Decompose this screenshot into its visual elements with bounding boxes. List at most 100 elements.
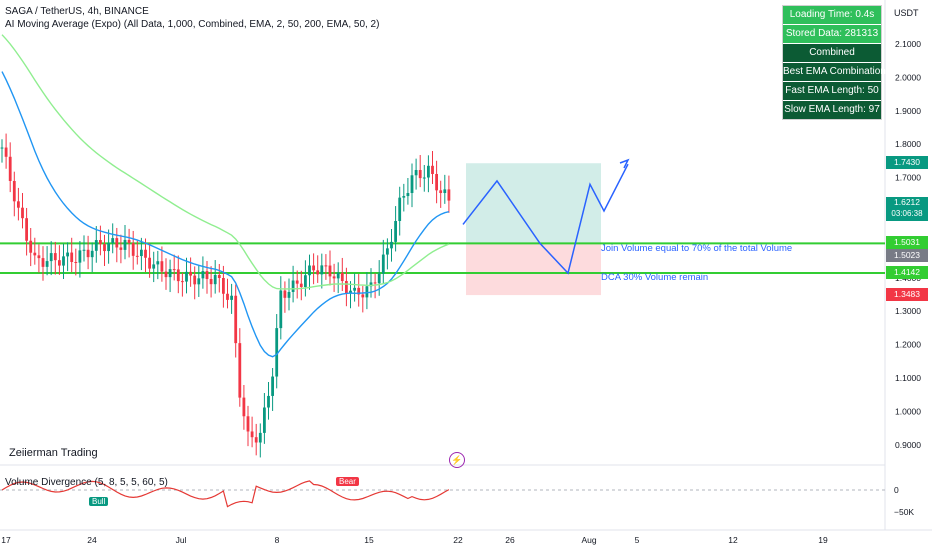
candle-body — [25, 218, 28, 241]
fast-ema-line — [1, 71, 450, 358]
candle-body — [246, 416, 250, 432]
candle-body — [66, 252, 69, 257]
candle-body — [427, 165, 430, 178]
time-tick: Jul — [176, 535, 187, 545]
candle-body — [205, 271, 209, 279]
price-tick: 1.0000 — [895, 406, 921, 416]
time-tick: 22 — [453, 535, 463, 545]
time-tick: 19 — [818, 535, 828, 545]
hline1-price-label: 1.5031 — [886, 236, 928, 249]
price-tick: 2.0000 — [895, 72, 921, 82]
candle-body — [340, 272, 344, 282]
candle-body — [283, 290, 287, 298]
candle-body — [111, 238, 115, 243]
candle-body — [62, 256, 65, 266]
info-slow-ema: Slow EMA Length: 97 — [783, 101, 881, 119]
candle-body — [197, 278, 201, 285]
candle-body — [99, 240, 102, 245]
candle-body — [271, 376, 274, 396]
time-tick: 24 — [87, 535, 97, 545]
candle-body — [308, 265, 311, 276]
target-price-label: 1.7430 — [886, 156, 928, 169]
candle-body — [373, 282, 377, 284]
info-fast-ema: Fast EMA Length: 50 — [783, 82, 881, 101]
candle-body — [230, 295, 233, 300]
candle-body — [29, 240, 33, 253]
time-tick: 17 — [1, 535, 11, 545]
candle-body — [131, 242, 135, 256]
candle-body — [140, 249, 143, 257]
candle-body — [299, 283, 303, 287]
subpanel-tick-neg: −50K — [894, 507, 915, 517]
candle-body — [336, 272, 340, 279]
hline2-price-label: 1.4142 — [886, 266, 928, 279]
candle-body — [295, 280, 299, 284]
candle-body — [160, 261, 164, 272]
candle-body — [443, 189, 447, 194]
candle-body — [394, 220, 397, 242]
candle-body — [263, 407, 266, 433]
candle-body — [435, 173, 438, 191]
candle-body — [242, 397, 246, 417]
candle-body — [17, 201, 20, 208]
price-tick: 0.9000 — [895, 440, 921, 450]
candle-body — [287, 291, 291, 298]
price-tick: 1.8000 — [895, 139, 921, 149]
candle-body — [254, 437, 258, 443]
candle-body — [209, 278, 213, 285]
join-volume-annotation[interactable]: Join Volume equal to 70% of the total Vo… — [601, 243, 793, 254]
dca-annotation[interactable]: DCA 30% Volume remain — [601, 272, 709, 283]
candle-body — [37, 255, 41, 259]
time-tick: 5 — [635, 535, 640, 545]
watermark: Zeiierman Trading — [9, 447, 98, 459]
candle-body — [86, 249, 90, 258]
info-stored-data: Stored Data: 281313 — [783, 25, 881, 44]
time-tick: Aug — [581, 535, 596, 545]
candle-body — [148, 257, 151, 269]
candle-body — [410, 175, 414, 194]
candle-body — [82, 249, 86, 251]
candle-body — [33, 252, 37, 256]
flash-icon[interactable]: ⚡ — [449, 452, 465, 468]
candle-body — [193, 275, 197, 285]
candle-body — [4, 147, 8, 157]
candle-body — [74, 262, 78, 264]
candle-body — [406, 193, 410, 197]
candle-body — [45, 261, 49, 267]
indicator-title[interactable]: AI Moving Average (Expo) (All Data, 1,00… — [5, 19, 380, 30]
candle-body — [431, 165, 434, 174]
time-tick: 15 — [364, 535, 374, 545]
candle-body — [320, 265, 324, 275]
candle-body — [250, 431, 254, 438]
candle-body — [381, 254, 385, 274]
time-tick: 8 — [275, 535, 280, 545]
candle-body — [369, 282, 373, 287]
candle-body — [181, 281, 184, 283]
price-tick: 1.9000 — [895, 106, 921, 116]
candle-body — [156, 261, 160, 265]
candle-body — [279, 290, 283, 329]
candle-body — [164, 271, 168, 278]
projection-arrow — [619, 158, 630, 169]
candle-body — [332, 276, 336, 279]
candle-body — [115, 238, 119, 248]
subpanel-title[interactable]: Volume Divergence (5, 8, 5, 5, 60, 5) — [5, 477, 168, 488]
candle-body — [304, 275, 307, 287]
candle-body — [386, 248, 389, 255]
candle-body — [127, 239, 131, 243]
time-tick: 26 — [505, 535, 515, 545]
candle-body — [222, 278, 225, 294]
candle-body — [377, 273, 381, 284]
candle-body — [312, 265, 315, 271]
currency-label[interactable]: USDT — [894, 8, 919, 18]
symbol-title[interactable]: SAGA / TetherUS, 4h, BINANCE — [5, 6, 149, 17]
candle-body — [70, 252, 74, 263]
candle-body — [402, 196, 406, 198]
candle-body — [439, 190, 443, 194]
candle-body — [172, 269, 176, 271]
candle-body — [185, 271, 188, 282]
candle-body — [107, 242, 110, 252]
candle-body — [267, 395, 270, 408]
candle-body — [201, 271, 205, 279]
long-profit-zone — [466, 163, 601, 244]
